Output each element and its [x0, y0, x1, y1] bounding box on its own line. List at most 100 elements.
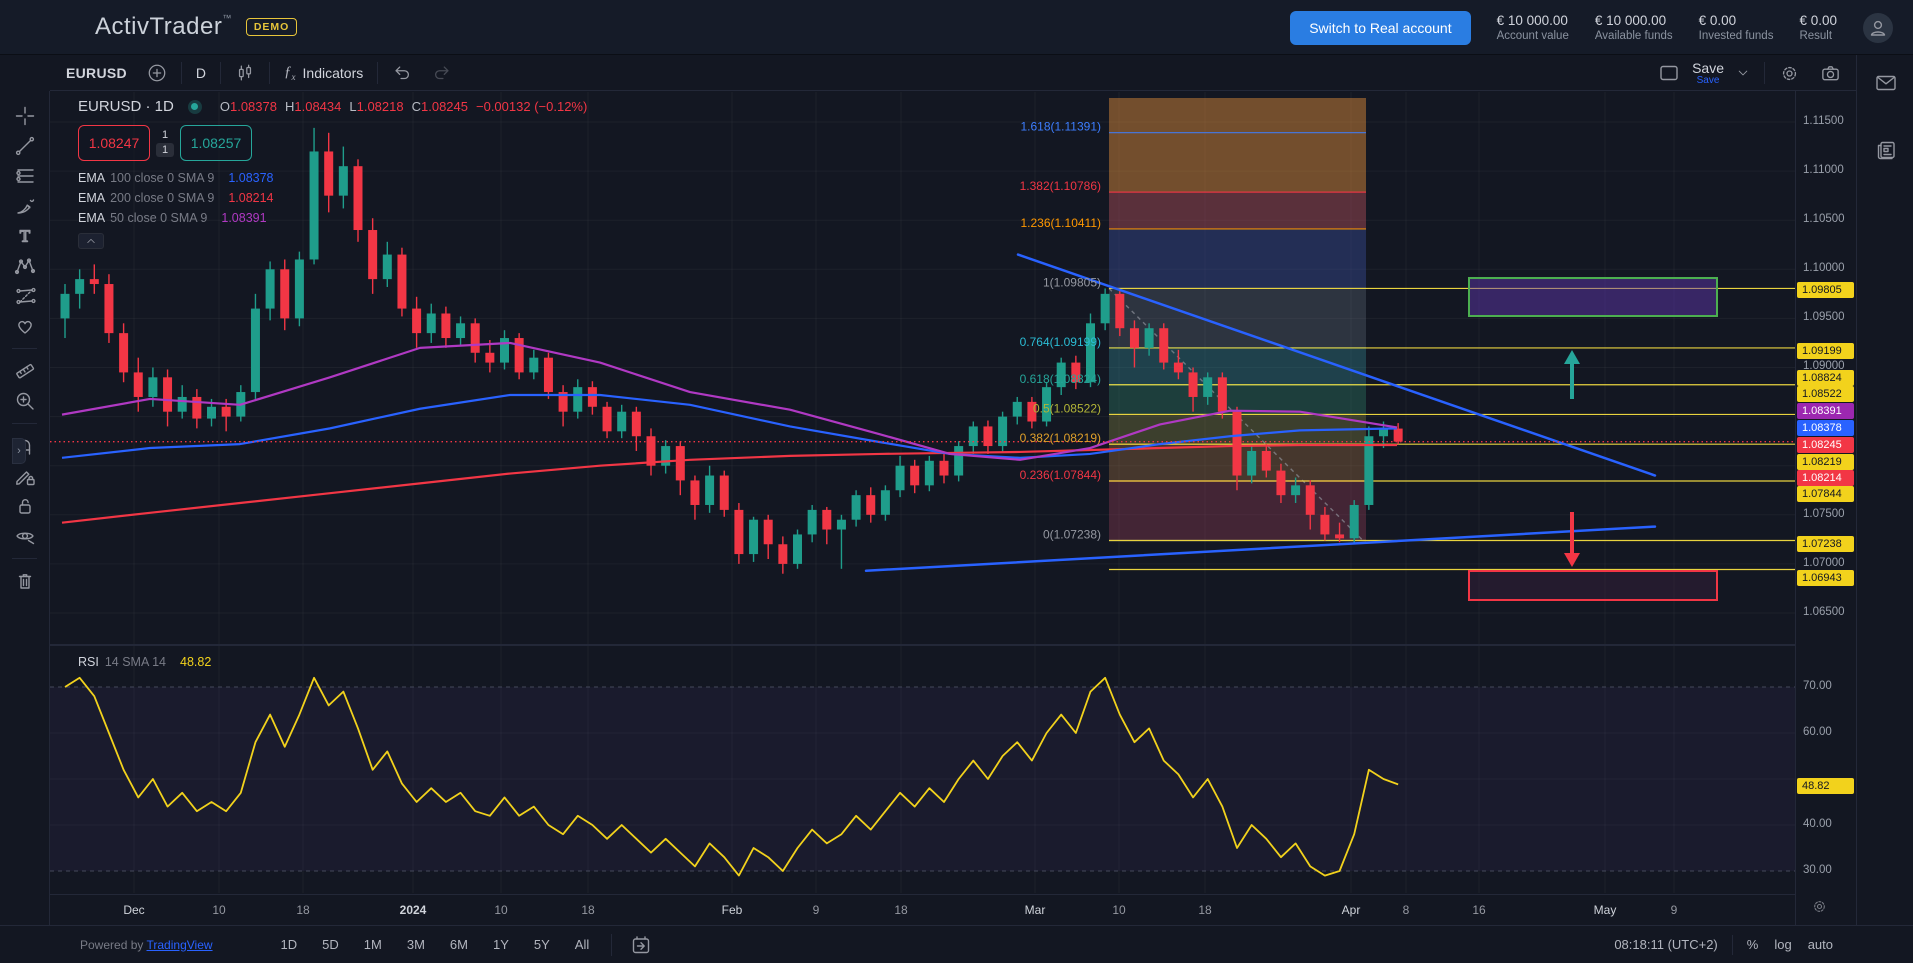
candle-body [1188, 372, 1198, 397]
candle-body [368, 230, 378, 280]
price-tick: 1.11000 [1803, 164, 1844, 176]
clock[interactable]: 08:18:11 (UTC+2) [1614, 937, 1718, 952]
ema50-line [61, 341, 1398, 461]
candle-body [924, 460, 934, 486]
news-button[interactable] [1857, 131, 1913, 171]
tool-projection[interactable] [0, 281, 50, 311]
time-label: Feb [721, 903, 743, 917]
tool-measure[interactable] [0, 356, 50, 386]
watchlist-expand-handle[interactable]: › [12, 438, 26, 464]
hide-all-icon [16, 532, 35, 545]
collapse-indicators-button[interactable] [78, 233, 104, 249]
chevron-down-icon [1738, 70, 1748, 76]
range-button-All[interactable]: All [574, 937, 590, 952]
price-tag: 1.08522 [1797, 386, 1854, 402]
layout-button[interactable] [1648, 62, 1690, 84]
tool-xabcd-pattern[interactable] [0, 251, 50, 281]
go-to-date-button[interactable] [611, 933, 652, 956]
fib-label: 1.236(1.10411) [1020, 216, 1101, 230]
tool-text[interactable]: T [0, 221, 50, 251]
range-button-6M[interactable]: 6M [449, 937, 468, 952]
indicators-button[interactable]: ƒx Indicators [284, 63, 364, 82]
candle-body [133, 372, 143, 397]
remove-all-icon [18, 574, 32, 589]
ohlc-item: O1.08378 [219, 99, 277, 114]
time-axis[interactable]: Dec 10 18 2024 10 18 Feb 9 18 Mar 10 18 Apr 8 16 May 9 [50, 894, 1795, 925]
price-axis[interactable]: 1.11500 1.11000 1.10500 1.10000 1.09500 1.090… [1795, 91, 1856, 925]
candle-body [1276, 470, 1286, 496]
range-button-3M[interactable]: 3M [406, 937, 425, 952]
add-symbol-button[interactable] [137, 63, 177, 83]
price-tick: 1.10000 [1803, 262, 1845, 274]
range-button-5Y[interactable]: 5Y [533, 937, 550, 952]
indicator-row[interactable]: EMA 100 close 0 SMA 9 1.08378 [78, 171, 274, 185]
tool-fib-retracement[interactable] [0, 161, 50, 191]
rail-divider [12, 348, 37, 349]
scale-button-%[interactable]: % [1746, 937, 1759, 952]
avatar[interactable] [1863, 12, 1893, 43]
time-label: 10 [1112, 903, 1126, 917]
save-button[interactable]: Save Save [1692, 59, 1724, 86]
rsi-tick: 30.00 [1803, 864, 1832, 876]
time-label: 16 [1472, 903, 1486, 917]
time-label: Apr [1341, 903, 1361, 917]
range-button-1Y[interactable]: 1Y [492, 937, 509, 952]
messages-button[interactable] [1857, 63, 1913, 103]
candle-body [661, 446, 671, 466]
scale-button-log[interactable]: log [1774, 937, 1792, 952]
chart-style-button[interactable] [225, 63, 265, 83]
time-label: 8 [1402, 903, 1410, 917]
tool-lock-all[interactable] [0, 491, 50, 521]
sell-button[interactable]: 1.08247 [78, 125, 150, 161]
indicator-row[interactable]: EMA 50 close 0 SMA 9 1.08391 [78, 211, 267, 225]
interval-button[interactable]: D [195, 64, 207, 81]
tool-emoji[interactable] [0, 311, 50, 341]
date-ranges: 1D 5D 1M 3M 6M 1Y 5Y All [273, 933, 598, 956]
range-button-1M[interactable]: 1M [363, 937, 382, 952]
range-button-5D[interactable]: 5D [322, 937, 339, 952]
symbol-name[interactable]: EURUSD [66, 64, 127, 81]
legend-title[interactable]: EURUSD · 1D [78, 98, 174, 115]
screenshot-button[interactable] [1810, 63, 1851, 84]
candle-body [1012, 401, 1022, 417]
fib-band [1109, 347, 1366, 385]
tool-crosshair[interactable] [0, 101, 50, 131]
time-axis-settings-button[interactable] [1811, 898, 1828, 915]
tool-trend-line[interactable] [0, 131, 50, 161]
time-label: 18 [581, 903, 595, 917]
tool-brush[interactable] [0, 191, 50, 221]
buy-button[interactable]: 1.08257 [180, 125, 252, 161]
candle-body [793, 534, 802, 564]
price-tag: 1.08824 [1797, 370, 1854, 386]
candle-body [1173, 362, 1183, 373]
tradingview-link[interactable]: TradingView [146, 937, 213, 952]
fib-label: 0(1.07238) [1043, 528, 1101, 542]
redo-button[interactable] [422, 63, 462, 83]
price-tick: 1.07000 [1803, 557, 1845, 569]
price-tag: 1.08378 [1797, 420, 1854, 436]
rsi-band [50, 687, 1795, 871]
range-button-1D[interactable]: 1D [280, 937, 298, 952]
scale-button-auto[interactable]: auto [1807, 937, 1833, 952]
rsi-legend[interactable]: RSI 14 SMA 14 48.82 [78, 655, 212, 669]
tool-zoom-in[interactable] [0, 386, 50, 416]
fib-label: 0.382(1.08219) [1020, 431, 1101, 445]
tool-hide-all[interactable] [0, 521, 50, 551]
time-label: 9 [1670, 903, 1678, 917]
candle-body [558, 392, 568, 412]
switch-to-real-button[interactable]: Switch to Real account [1290, 10, 1471, 45]
save-menu-button[interactable] [1726, 66, 1760, 80]
price-tick: 1.07500 [1803, 508, 1845, 520]
arrow-head [1564, 350, 1580, 364]
candle-body [1261, 450, 1271, 471]
price-tag: 1.08219 [1797, 454, 1854, 470]
user-icon [1870, 20, 1886, 36]
indicator-row[interactable]: EMA 200 close 0 SMA 9 1.08214 [78, 191, 274, 205]
candle-body [617, 411, 627, 432]
undo-button[interactable] [382, 63, 422, 83]
tool-drawing-lock[interactable] [0, 461, 50, 491]
candle-body [1100, 293, 1110, 324]
settings-button[interactable] [1769, 63, 1810, 84]
tool-remove-all[interactable] [0, 566, 50, 596]
